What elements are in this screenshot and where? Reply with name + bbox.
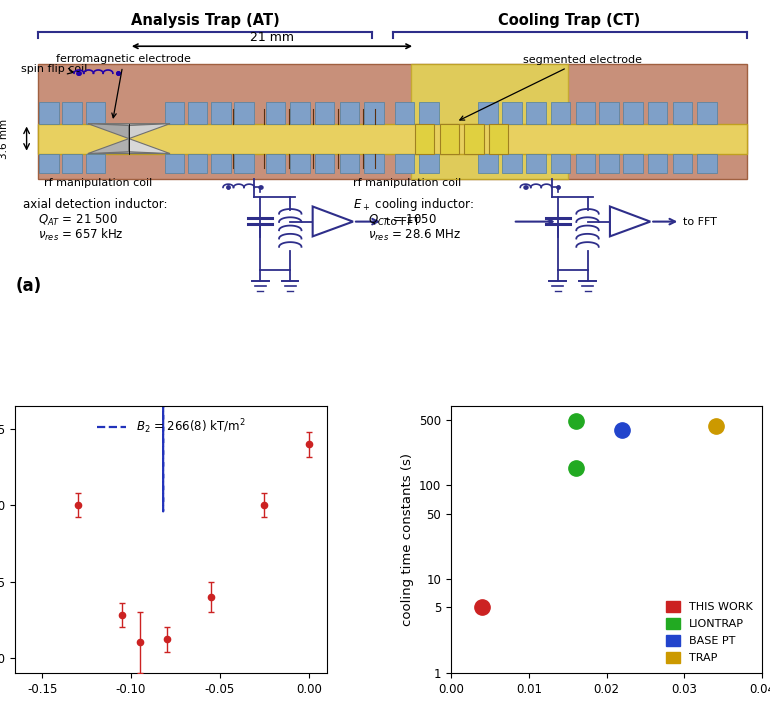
Bar <box>62 154 82 173</box>
Polygon shape <box>88 139 129 154</box>
Bar <box>440 123 459 154</box>
Text: (a): (a) <box>15 277 42 295</box>
Bar <box>340 102 359 123</box>
Bar <box>290 102 310 123</box>
Bar <box>62 102 82 123</box>
Text: to FFT: to FFT <box>683 217 717 226</box>
Bar <box>315 102 334 123</box>
Text: $Q_{AT}$ = 21 500: $Q_{AT}$ = 21 500 <box>38 212 118 228</box>
Bar <box>266 154 285 173</box>
Bar <box>648 154 668 173</box>
Bar <box>415 123 434 154</box>
Bar <box>551 154 571 173</box>
Bar <box>165 154 184 173</box>
Bar <box>478 102 498 123</box>
Text: spin flip coil: spin flip coil <box>22 64 88 74</box>
Text: $\nu_{res}$ = 657 kHz: $\nu_{res}$ = 657 kHz <box>38 226 123 243</box>
Bar <box>266 102 285 123</box>
Text: Analysis Trap (AT): Analysis Trap (AT) <box>131 13 280 28</box>
Bar <box>478 154 498 173</box>
Bar <box>673 102 692 123</box>
Text: Cooling Trap (CT): Cooling Trap (CT) <box>498 13 641 28</box>
Bar <box>38 123 748 154</box>
Bar <box>624 102 643 123</box>
Bar <box>575 154 595 173</box>
Bar <box>698 102 717 123</box>
Bar <box>234 154 253 173</box>
Polygon shape <box>88 123 129 139</box>
Y-axis label: cooling time constants (s): cooling time constants (s) <box>400 453 413 626</box>
Text: axial detection inductor:: axial detection inductor: <box>23 198 167 211</box>
Text: ferromagnetic electrode: ferromagnetic electrode <box>56 54 192 118</box>
Bar <box>211 102 230 123</box>
Polygon shape <box>313 207 353 236</box>
Bar <box>526 102 546 123</box>
Bar <box>395 154 414 173</box>
Polygon shape <box>129 139 170 154</box>
Polygon shape <box>129 123 170 139</box>
Text: $\nu_{res}$ = 28.6 MHz: $\nu_{res}$ = 28.6 MHz <box>368 228 461 243</box>
Bar <box>211 154 230 173</box>
Bar <box>624 154 643 173</box>
Bar <box>600 102 619 123</box>
Text: 21 mm: 21 mm <box>249 32 293 44</box>
Bar <box>526 154 546 173</box>
Bar <box>673 154 692 173</box>
Bar <box>411 64 568 179</box>
Bar <box>39 102 59 123</box>
Bar <box>165 102 184 123</box>
Bar <box>551 102 571 123</box>
Bar <box>575 102 595 123</box>
Bar <box>698 154 717 173</box>
Bar <box>420 102 439 123</box>
Bar <box>85 154 105 173</box>
Text: rf manipulation coil: rf manipulation coil <box>353 178 461 188</box>
Bar <box>600 154 619 173</box>
Polygon shape <box>610 207 650 236</box>
Bar <box>340 154 359 173</box>
Text: rf manipulation coil: rf manipulation coil <box>44 178 152 188</box>
Polygon shape <box>88 151 170 154</box>
Bar <box>502 154 522 173</box>
Bar <box>464 123 484 154</box>
Polygon shape <box>88 123 170 125</box>
Bar <box>188 102 207 123</box>
Bar <box>395 102 414 123</box>
Bar <box>648 102 668 123</box>
Bar <box>489 123 508 154</box>
Bar <box>234 102 253 123</box>
Bar <box>39 154 59 173</box>
Bar <box>290 154 310 173</box>
Bar <box>364 102 383 123</box>
Bar <box>188 154 207 173</box>
Bar <box>420 154 439 173</box>
Text: segmented electrode: segmented electrode <box>460 55 642 120</box>
Bar <box>38 64 748 179</box>
Legend: THIS WORK, LIONTRAP, BASE PT, TRAP: THIS WORK, LIONTRAP, BASE PT, TRAP <box>662 596 757 667</box>
Text: $E_+$ cooling inductor:: $E_+$ cooling inductor: <box>353 196 474 213</box>
Bar <box>364 154 383 173</box>
Text: to FFT: to FFT <box>386 217 420 226</box>
Bar <box>502 102 522 123</box>
Text: 3.6 mm: 3.6 mm <box>0 118 9 158</box>
Legend: $B_2$ = 266(8) kT/m$^2$: $B_2$ = 266(8) kT/m$^2$ <box>92 412 250 440</box>
Bar <box>315 154 334 173</box>
Text: $Q_{CT}$ = 1050: $Q_{CT}$ = 1050 <box>368 212 437 228</box>
Bar <box>85 102 105 123</box>
